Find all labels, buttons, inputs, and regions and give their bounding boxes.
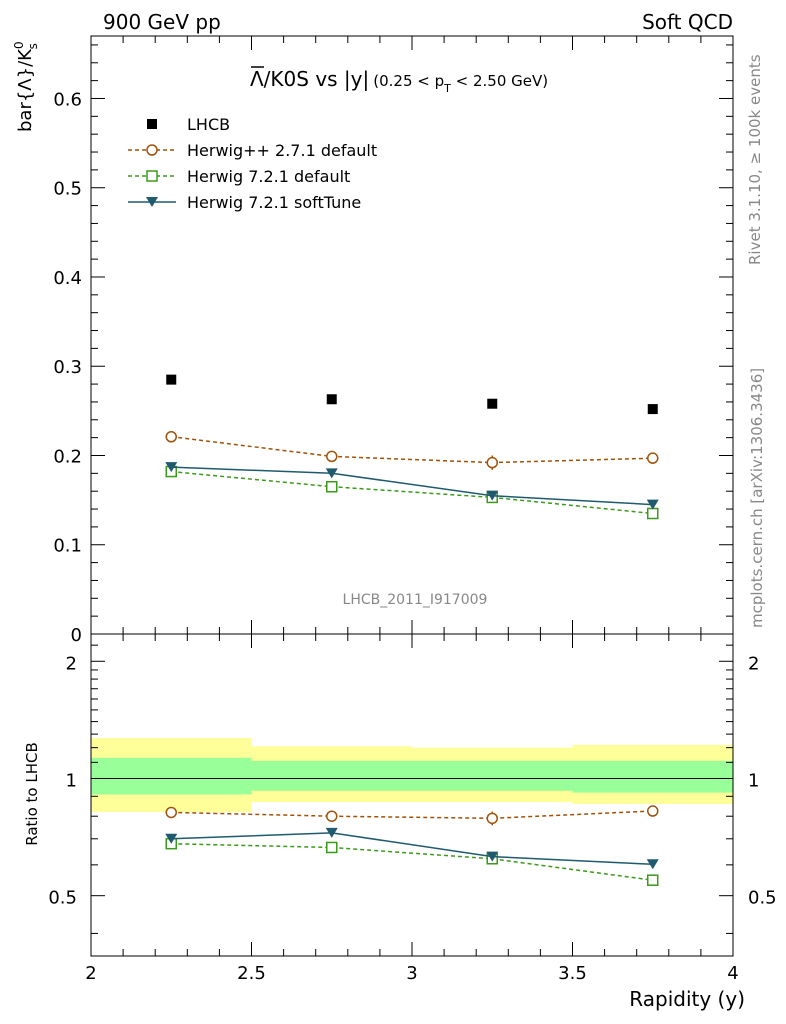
ratio-data-point: [165, 833, 178, 844]
ratio-inner-band: [412, 760, 573, 791]
ratio-panel-bands: [91, 738, 733, 813]
ratio-y-tick-label: 1: [66, 770, 77, 791]
ratio-panel-series: [165, 805, 659, 886]
main-series-line-3: [171, 466, 653, 506]
ratio-y-tick-label-right: 2: [748, 653, 759, 674]
main-data-point: [487, 398, 498, 409]
main-data-point: [325, 468, 338, 479]
ratio-y-tick-label-right: 0.5: [748, 888, 777, 909]
main-y-tick-label: 0.4: [53, 268, 82, 289]
plot-title: Λ/K0S vs |y| (0.25 < pT < 2.50 GeV): [250, 67, 548, 95]
x-tick-label: 2.5: [237, 963, 266, 984]
x-axis-label: Rapidity (y): [629, 987, 745, 1011]
title-range-close: < 2.50 GeV): [451, 72, 548, 90]
legend-label: LHCB: [187, 115, 230, 134]
ratio-inner-band: [251, 760, 412, 791]
main-y-tick-label: 0.2: [53, 446, 82, 467]
main-ylabel-sub: s: [26, 43, 40, 49]
legend-label: Herwig++ 2.7.1 default: [187, 141, 377, 160]
rivet-label: Rivet 3.1.10, ≥ 100k events: [746, 54, 764, 265]
ratio-inner-band: [91, 757, 252, 795]
ratio-data-point: [647, 874, 659, 886]
legend-marker: [146, 170, 158, 182]
main-data-point: [326, 394, 337, 405]
legend: LHCB Herwig++ 2.7.1 default Herwig 7.2.1 d…: [128, 115, 377, 212]
main-y-tick-label: 0.1: [53, 536, 82, 557]
legend-label: Herwig 7.2.1 softTune: [187, 193, 361, 212]
main-data-point: [326, 450, 338, 463]
main-data-point: [647, 507, 659, 520]
main-y-tick-label: 0.6: [53, 89, 82, 110]
ratio-data-point: [486, 812, 498, 825]
ratio-y-tick-label: 2: [66, 653, 77, 674]
main-data-point: [486, 490, 499, 501]
main-y-tick-label: 0.3: [53, 357, 82, 378]
ratio-data-point: [486, 851, 499, 862]
x-tick-label: 3.5: [558, 963, 587, 984]
ratio-y-tick-label: 0.5: [48, 888, 77, 909]
mcplots-label: mcplots.cern.ch [arXiv:1306.3436]: [748, 368, 766, 628]
ratio-y-tick-label-right: 1: [748, 770, 759, 791]
x-tick-label: 3: [406, 963, 417, 984]
legend-marker: [146, 144, 158, 156]
ratio-series-line-0: [171, 810, 653, 820]
title-range-open: (0.25 < p: [373, 72, 444, 90]
x-tick-label: 4: [727, 963, 738, 984]
main-y-axis-label: bar{Λ}/K0s: [12, 41, 40, 132]
ratio-panel-ticks: 0.5 0.5 1 1 2 2: [48, 644, 777, 934]
legend-marker: [147, 119, 157, 129]
ratio-data-point: [646, 859, 659, 870]
ratio-inner-band: [572, 760, 733, 793]
main-data-point: [165, 462, 178, 473]
main-panel-series: [165, 374, 659, 520]
analysis-label: LHCB_2011_I917009: [343, 592, 488, 608]
main-y-tick-label: 0: [71, 625, 82, 646]
legend-marker: [146, 197, 158, 207]
ratio-data-point: [326, 841, 338, 854]
x-axis-ticks: 2 2.5 3 3.5 4: [85, 36, 739, 984]
ratio-data-point: [165, 806, 177, 819]
title-range-sub: T: [443, 82, 451, 95]
ratio-data-point: [647, 805, 659, 817]
x-tick-label: 2: [85, 963, 96, 984]
main-series-line-1: [171, 435, 653, 464]
ratio-data-point: [326, 810, 338, 822]
main-data-point: [326, 480, 338, 493]
ratio-series-line-1: [171, 842, 653, 881]
header-right: Soft QCD: [642, 10, 733, 34]
main-ylabel-sup: 0: [12, 41, 26, 49]
main-data-point: [647, 404, 658, 415]
ratio-series-line-2: [171, 832, 653, 866]
main-data-point: [166, 374, 177, 385]
main-y-tick-label: 0.5: [53, 179, 82, 200]
main-data-point: [165, 430, 177, 443]
main-ylabel-text: bar{Λ}/K: [15, 48, 36, 132]
main-series-line-2: [171, 470, 653, 515]
ratio-data-point: [325, 827, 338, 838]
main-panel-ticks: 0 0.1 0.2 0.3 0.4 0.5 0.6: [53, 44, 733, 646]
main-data-point: [486, 456, 498, 469]
header-left: 900 GeV pp: [103, 10, 221, 34]
main-data-point: [647, 452, 659, 464]
title-main: Λ/K0S vs |y|: [250, 67, 369, 91]
legend-label: Herwig 7.2.1 default: [187, 167, 350, 186]
main-data-point: [646, 499, 659, 510]
ratio-y-axis-label: Ratio to LHCB: [23, 742, 41, 846]
